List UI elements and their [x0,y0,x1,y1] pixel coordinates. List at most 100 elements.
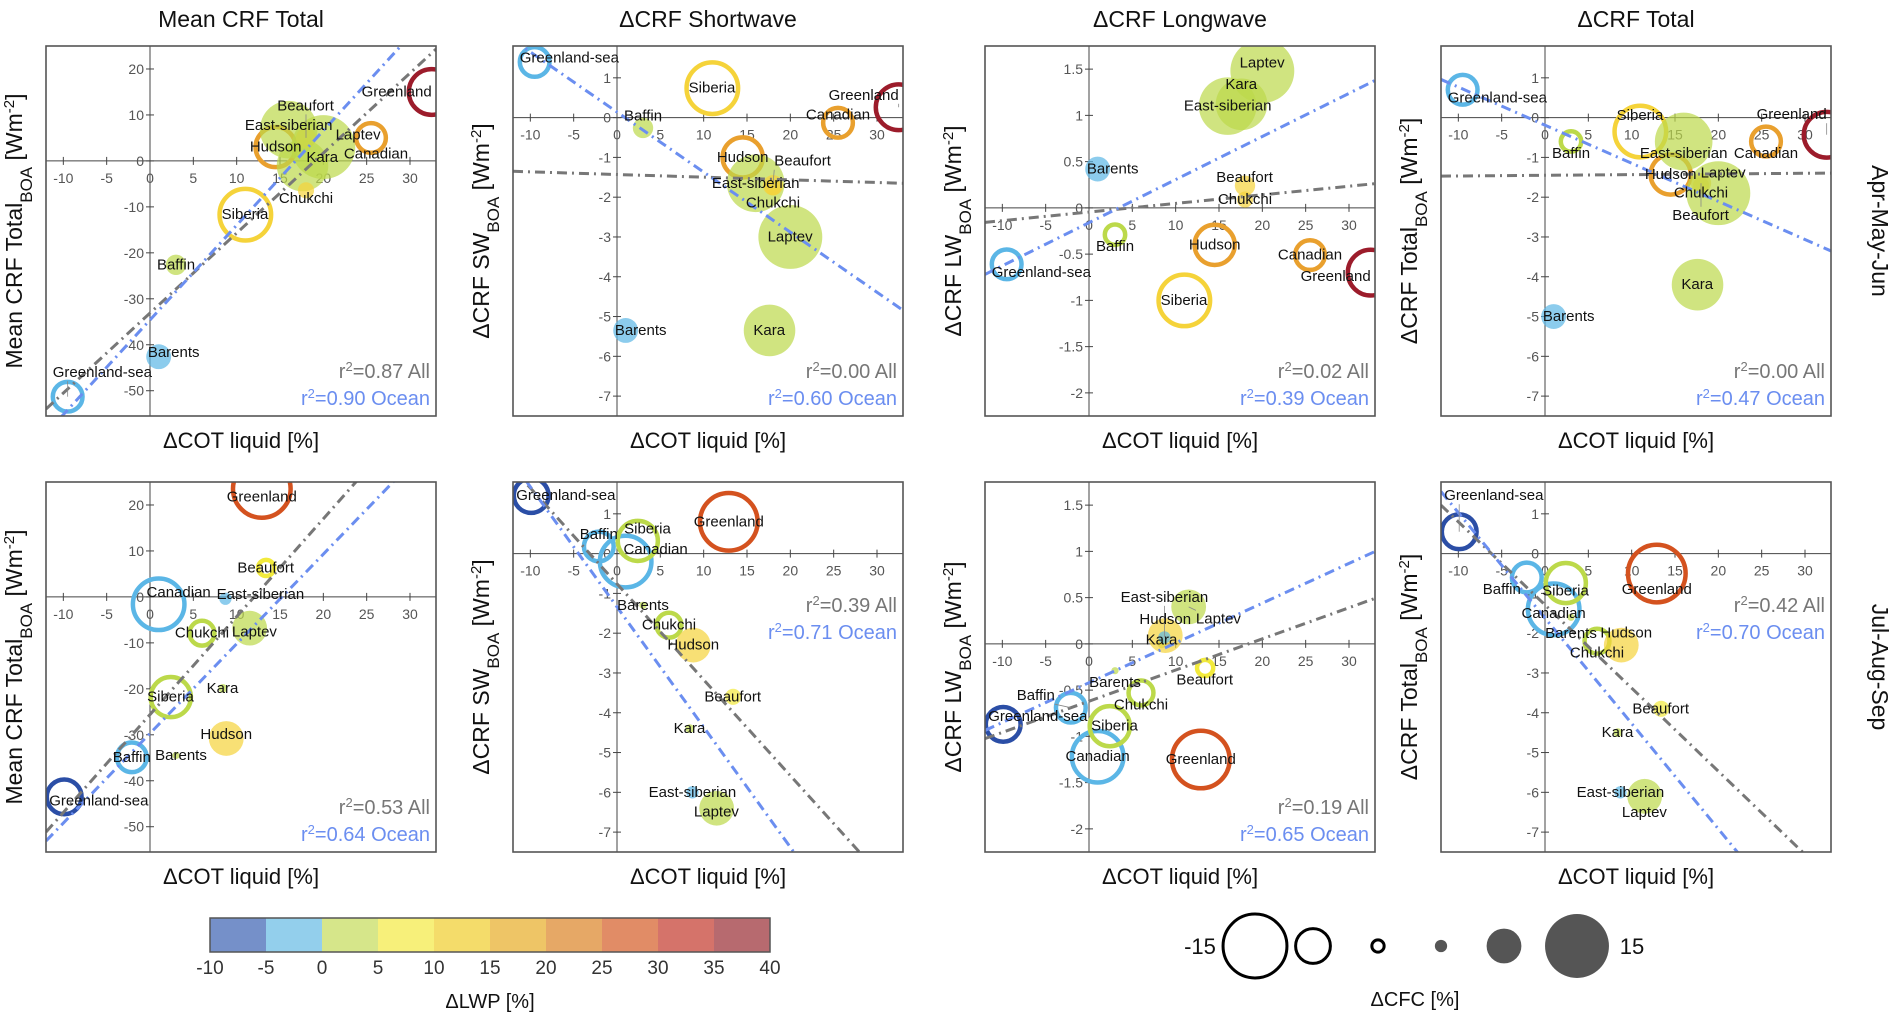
region-label: Canadian [1066,748,1130,765]
region-label: East-siberian [1184,98,1272,115]
region-label: Canadian [1734,145,1798,162]
region-label: Beaufort [774,153,832,170]
colorbar-bin [546,918,602,952]
y-tick-label: -4 [599,705,612,721]
y-tick-label: -30 [124,727,144,743]
panel-title: Mean CRF Total [158,6,324,32]
y-tick-label: -3 [599,665,612,681]
x-tick-label: 20 [783,563,799,579]
x-tick-label: 25 [1754,563,1770,579]
region-label: Kara [207,680,239,697]
r2-annotation: r2=0.60 Ocean [768,386,897,411]
scatter-panel: ΔCRF TotalBOA [Wm-2] ΔCOT liquid [%] -10 -5… [1396,481,1832,889]
r2-annotation: r2=0.70 Ocean [1696,620,1825,645]
region-point-filled [232,610,268,646]
y-label-sup: -2 [1396,560,1413,573]
region-point-filled [1603,627,1639,663]
label-leader-line [1054,703,1071,709]
region-label: Greenland-sea [520,49,620,66]
r2-exponent: 2 [308,386,315,401]
y-axis-label: Mean CRF TotalBOA [Wm-2] [1,93,36,368]
y-label-sup: -2 [940,132,957,145]
y-tick-label: -1 [599,585,612,601]
region-point-ring [1069,728,1126,785]
x-tick-label: -5 [100,170,113,186]
y-tick-label: -7 [599,388,612,404]
y-tick-label: 1 [1075,107,1083,123]
region-label: Laptev [1701,165,1747,182]
region-point-ring [615,518,661,564]
panel-frame [512,45,904,417]
colorbar-bin [266,918,322,952]
x-tick-label: 10 [696,563,712,579]
x-tick-label: 0 [1541,127,1549,143]
r2-value: =0.64 Ocean [315,824,430,846]
x-tick-label: 5 [1584,563,1592,579]
region-label: Barents [615,322,667,339]
r2-value: =0.65 Ocean [1254,824,1369,846]
y-tick-label: -6 [599,348,612,364]
region-point-ring [255,557,277,579]
region-point-filled [1230,46,1295,103]
x-tick-label: -5 [567,563,580,579]
r2-value: =0.00 All [820,361,897,383]
region-label: Siberia [624,520,671,537]
r2-annotation: r2=0.19 All [1278,795,1369,820]
region-label: Laptev [336,127,382,144]
r2-exponent: 2 [812,593,819,608]
plot-area [513,482,862,852]
y-tick-label: 0 [1531,110,1539,126]
region-label: Chukchi [746,195,800,212]
region-label: East-siberian [712,175,800,192]
region-label: Beaufort [1672,207,1730,224]
r2-value: =0.71 Ocean [782,622,897,644]
y-tick-label: 0.5 [1064,154,1084,170]
fit-line-all [513,169,903,185]
region-label: Hudson [1645,166,1697,183]
y-label-unit: [Wm [1,549,27,603]
colorbar-tick-label: 20 [535,958,556,979]
y-tick-label: 1.5 [1064,61,1084,77]
y-tick-label: -20 [124,681,144,697]
y-tick-label: 0 [1075,200,1083,216]
colorbar-tick-label: 30 [647,958,668,979]
plot-area [1441,72,1831,329]
x-tick-label: 0 [146,606,154,622]
region-point-filled [1653,700,1670,717]
r2-annotation: r2=0.65 Ocean [1240,822,1369,847]
r2-symbol: r [301,388,308,410]
x-tick-label: 0 [613,127,621,143]
y-tick-label: -40 [124,337,144,353]
region-label: Hudson [1600,625,1652,642]
size-legend-disc [1486,928,1522,964]
region-label: Kara [674,720,706,737]
region-label: Kara [753,322,785,339]
fit-line-all [522,482,862,852]
panel-title: ΔCRF Longwave [1093,6,1267,32]
region-point-filled [1671,258,1724,311]
x-axis-label: ΔCOT liquid [%] [630,428,786,453]
region-label: Hudson [1189,236,1241,253]
region-label: Siberia [1617,107,1664,124]
r2-annotation: r2=0.47 Ocean [1696,386,1825,411]
colorbar-tick-label: 35 [703,958,724,979]
y-tick-label: -4 [599,269,612,285]
region-point-ring [114,740,149,775]
y-tick-label: -5 [1527,745,1540,761]
r2-exponent: 2 [345,359,352,374]
region-label: Baffin [1017,687,1055,704]
fit-line-all [46,48,436,411]
region-label: Chukchi [1114,696,1168,713]
y-label-sup: -2 [1396,124,1413,137]
colorbar-tick-label: 40 [759,958,780,979]
r2-value: =0.39 All [820,595,897,617]
y-tick-label: -7 [599,824,612,840]
r2-symbol: r [1734,361,1741,383]
plot-area [985,46,1375,329]
x-tick-label: 15 [739,563,755,579]
r2-exponent: 2 [308,822,315,837]
region-label: East-siberian [649,784,737,801]
season-label: Jul-Aug-Sep [1867,604,1893,731]
region-label: Chukchi [1570,645,1624,662]
region-point-ring [1625,542,1688,605]
